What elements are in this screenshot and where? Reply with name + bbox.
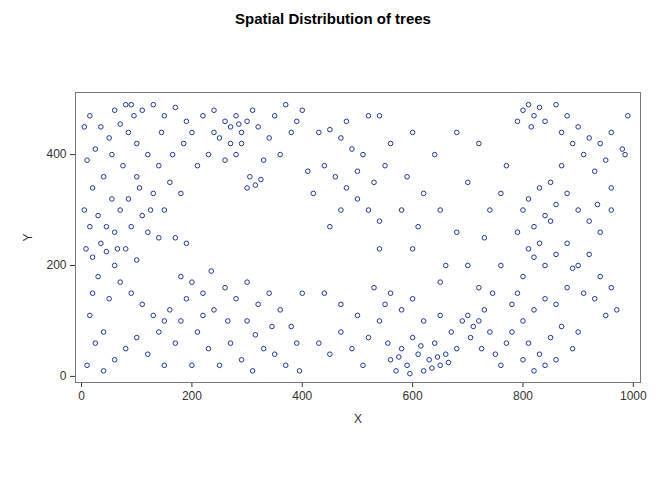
html-text:Spatial Distribution of trees: Spatial Distribution of trees: [235, 10, 431, 27]
svg-text:400: 400: [292, 389, 312, 403]
svg-text:200: 200: [182, 389, 202, 403]
svg-text:X: X: [354, 412, 362, 426]
svg-text:800: 800: [513, 389, 533, 403]
svg-text:600: 600: [403, 389, 423, 403]
svg-text:Y: Y: [21, 233, 35, 241]
svg-text:400: 400: [46, 147, 66, 161]
svg-text:1000: 1000: [620, 389, 647, 403]
svg-text:0: 0: [78, 389, 85, 403]
svg-text:200: 200: [46, 258, 66, 272]
svg-text:0: 0: [60, 369, 67, 383]
